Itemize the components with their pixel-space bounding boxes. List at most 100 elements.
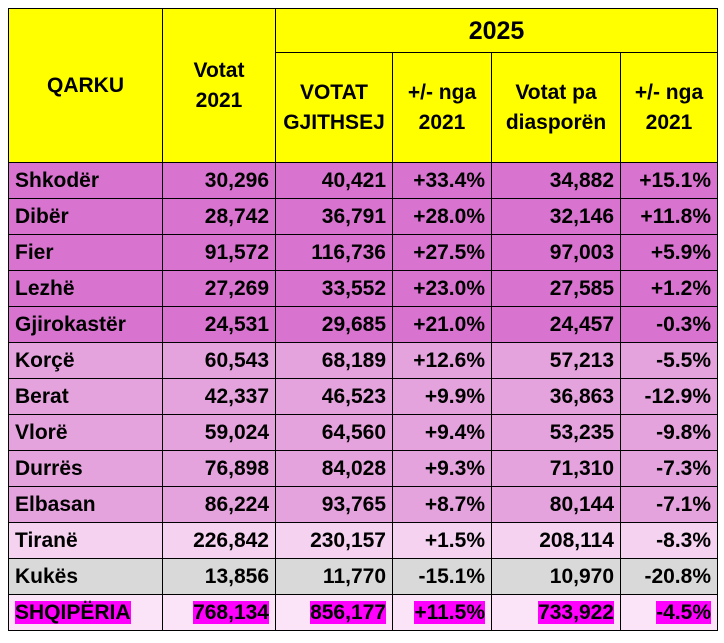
value-cell: 13,856 bbox=[162, 558, 276, 595]
value-cell: +11.8% bbox=[620, 198, 718, 235]
value-cell: 84,028 bbox=[275, 450, 393, 487]
region-cell: Kukës bbox=[8, 558, 163, 595]
value-cell: 24,457 bbox=[491, 306, 621, 343]
value-cell: 64,560 bbox=[275, 414, 393, 451]
value-cell: 856,177 bbox=[275, 594, 393, 631]
value-cell: 97,003 bbox=[491, 234, 621, 271]
value-cell: 32,146 bbox=[491, 198, 621, 235]
table-row: SHQIPËRIA 768,134 856,177 +11.5% 733,922 -4.5… bbox=[8, 594, 718, 631]
table-row: Elbasan 86,224 93,765 +8.7% 80,144 -7.1% bbox=[8, 486, 718, 523]
highlight-text: -4.5% bbox=[656, 600, 711, 624]
value-cell: 36,863 bbox=[491, 378, 621, 415]
value-cell: +33.4% bbox=[392, 162, 492, 199]
value-cell: +9.3% bbox=[392, 450, 492, 487]
value-cell: 76,898 bbox=[162, 450, 276, 487]
value-cell: 29,685 bbox=[275, 306, 393, 343]
value-cell: 36,791 bbox=[275, 198, 393, 235]
value-cell: 27,585 bbox=[491, 270, 621, 307]
value-cell: 733,922 bbox=[491, 594, 621, 631]
value-cell: +28.0% bbox=[392, 198, 492, 235]
value-cell: -15.1% bbox=[392, 558, 492, 595]
table-row: Vlorë 59,024 64,560 +9.4% 53,235 -9.8% bbox=[8, 414, 718, 451]
region-cell: Shkodër bbox=[8, 162, 163, 199]
value-cell: -0.3% bbox=[620, 306, 718, 343]
column-header: VOTAT GJITHSEJ bbox=[275, 52, 393, 163]
highlight-text: 856,177 bbox=[310, 600, 386, 624]
value-cell: 53,235 bbox=[491, 414, 621, 451]
value-cell: +9.4% bbox=[392, 414, 492, 451]
value-cell: +9.9% bbox=[392, 378, 492, 415]
table-row: Tiranë 226,842 230,157 +1.5% 208,114 -8.3% bbox=[8, 522, 718, 559]
value-cell: -5.5% bbox=[620, 342, 718, 379]
value-cell: 208,114 bbox=[491, 522, 621, 559]
region-cell: Fier bbox=[8, 234, 163, 271]
table-row: Korçë 60,543 68,189 +12.6% 57,213 -5.5% bbox=[8, 342, 718, 379]
value-cell: 91,572 bbox=[162, 234, 276, 271]
value-cell: +27.5% bbox=[392, 234, 492, 271]
value-cell: -8.3% bbox=[620, 522, 718, 559]
value-cell: 30,296 bbox=[162, 162, 276, 199]
value-cell: 34,882 bbox=[491, 162, 621, 199]
value-cell: +23.0% bbox=[392, 270, 492, 307]
value-cell: -12.9% bbox=[620, 378, 718, 415]
value-cell: 57,213 bbox=[491, 342, 621, 379]
column-header: Votat pa diasporën bbox=[491, 52, 621, 163]
table-row: Dibër 28,742 36,791 +28.0% 32,146 +11.8% bbox=[8, 198, 718, 235]
value-cell: +21.0% bbox=[392, 306, 492, 343]
value-cell: 93,765 bbox=[275, 486, 393, 523]
year-header: 2025 bbox=[275, 8, 718, 53]
value-cell: 33,552 bbox=[275, 270, 393, 307]
value-cell: 226,842 bbox=[162, 522, 276, 559]
value-cell: -20.8% bbox=[620, 558, 718, 595]
value-cell: 116,736 bbox=[275, 234, 393, 271]
table-row: Fier 91,572 116,736 +27.5% 97,003 +5.9% bbox=[8, 234, 718, 271]
table-row: Lezhë 27,269 33,552 +23.0% 27,585 +1.2% bbox=[8, 270, 718, 307]
value-cell: -7.3% bbox=[620, 450, 718, 487]
value-cell: 68,189 bbox=[275, 342, 393, 379]
value-cell: +8.7% bbox=[392, 486, 492, 523]
column-header: +/- nga 2021 bbox=[620, 52, 718, 163]
region-cell: Elbasan bbox=[8, 486, 163, 523]
votes-2021-header: Votat 2021 bbox=[162, 8, 276, 163]
table-row: Berat 42,337 46,523 +9.9% 36,863 -12.9% bbox=[8, 378, 718, 415]
region-cell: Korçë bbox=[8, 342, 163, 379]
column-header: +/- nga 2021 bbox=[392, 52, 492, 163]
value-cell: 24,531 bbox=[162, 306, 276, 343]
table-row: Gjirokastër 24,531 29,685 +21.0% 24,457 -0.3% bbox=[8, 306, 718, 343]
value-cell: 27,269 bbox=[162, 270, 276, 307]
highlight-text: +11.5% bbox=[414, 600, 485, 624]
results-table: QARKU Votat 2021 2025 VOTAT GJITHSEJ +/- … bbox=[8, 8, 718, 631]
value-cell: 28,742 bbox=[162, 198, 276, 235]
value-cell: 10,970 bbox=[491, 558, 621, 595]
region-cell: Dibër bbox=[8, 198, 163, 235]
value-cell: +5.9% bbox=[620, 234, 718, 271]
value-cell: 80,144 bbox=[491, 486, 621, 523]
value-cell: -9.8% bbox=[620, 414, 718, 451]
value-cell: 71,310 bbox=[491, 450, 621, 487]
region-header: QARKU bbox=[8, 8, 163, 163]
value-cell: 59,024 bbox=[162, 414, 276, 451]
value-cell: -4.5% bbox=[620, 594, 718, 631]
table-row: Durrës 76,898 84,028 +9.3% 71,310 -7.3% bbox=[8, 450, 718, 487]
value-cell: 40,421 bbox=[275, 162, 393, 199]
value-cell: 768,134 bbox=[162, 594, 276, 631]
value-cell: +15.1% bbox=[620, 162, 718, 199]
region-cell: Vlorë bbox=[8, 414, 163, 451]
value-cell: 230,157 bbox=[275, 522, 393, 559]
value-cell: 86,224 bbox=[162, 486, 276, 523]
value-cell: +1.2% bbox=[620, 270, 718, 307]
region-cell: Tiranë bbox=[8, 522, 163, 559]
value-cell: 42,337 bbox=[162, 378, 276, 415]
value-cell: -7.1% bbox=[620, 486, 718, 523]
region-cell: Lezhë bbox=[8, 270, 163, 307]
region-cell: SHQIPËRIA bbox=[8, 594, 163, 631]
value-cell: +11.5% bbox=[392, 594, 492, 631]
region-cell: Berat bbox=[8, 378, 163, 415]
value-cell: 11,770 bbox=[275, 558, 393, 595]
region-cell: Durrës bbox=[8, 450, 163, 487]
highlight-text: 733,922 bbox=[538, 600, 614, 624]
region-cell: Gjirokastër bbox=[8, 306, 163, 343]
value-cell: +12.6% bbox=[392, 342, 492, 379]
value-cell: 60,543 bbox=[162, 342, 276, 379]
